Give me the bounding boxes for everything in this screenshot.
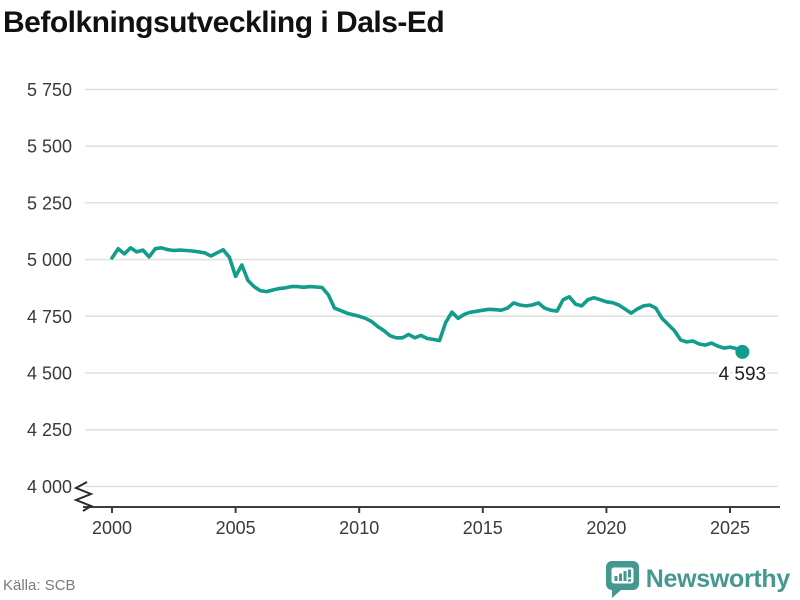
x-tick-label: 2015 (463, 518, 503, 538)
y-tick-label: 4 000 (27, 477, 72, 497)
series-end-value-label: 4 593 (719, 364, 767, 385)
y-tick-label: 4 500 (27, 364, 72, 384)
y-tick-label: 5 500 (27, 137, 72, 157)
source-label: Källa: SCB (3, 577, 76, 594)
x-tick-label: 2025 (710, 518, 750, 538)
x-tick-label: 2020 (586, 518, 626, 538)
series-end-dot (735, 344, 750, 359)
y-tick-label: 5 000 (27, 250, 72, 270)
y-tick-label: 5 250 (27, 193, 72, 213)
y-tick-label: 5 750 (27, 80, 72, 100)
x-tick-label: 2005 (216, 518, 256, 538)
newsworthy-logo[interactable]: Newsworthy (605, 560, 791, 598)
page-title: Befolkningsutveckling i Dals-Ed (3, 6, 445, 39)
y-axis-break-icon (73, 481, 94, 512)
population-line-chart: 5 750 5 500 5 250 5 000 4 750 4 500 4 250 4 000… (27, 80, 780, 538)
population-series-line (110, 246, 745, 354)
newsworthy-pin-barchart-icon (605, 560, 639, 598)
y-tick-label: 4 750 (27, 307, 72, 327)
x-tick-label: 2000 (92, 518, 132, 538)
x-tick-label: 2010 (339, 518, 379, 538)
y-tick-label: 4 250 (27, 420, 72, 440)
newsworthy-wordmark: Newsworthy (645, 564, 791, 593)
